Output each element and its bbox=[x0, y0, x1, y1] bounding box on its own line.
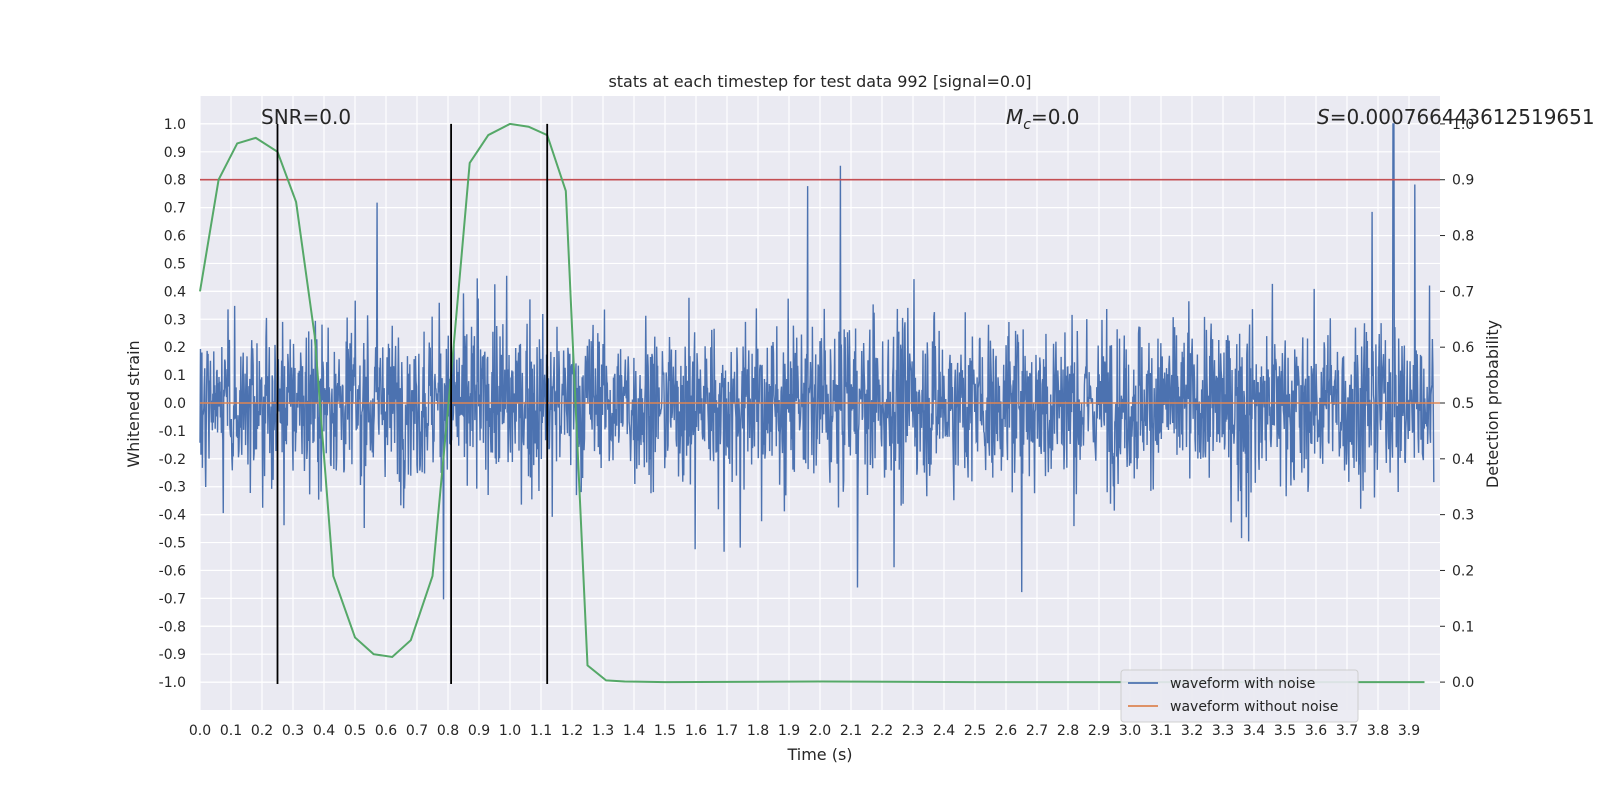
y2-tick-label: 0.8 bbox=[1452, 229, 1474, 245]
x-tick-label: 3.5 bbox=[1274, 723, 1296, 739]
x-tick-label: 2.9 bbox=[1088, 723, 1110, 739]
x-tick-label: 0.1 bbox=[220, 723, 242, 739]
x-tick-label: 3.8 bbox=[1367, 723, 1389, 739]
x-tick-label: 3.2 bbox=[1181, 723, 1203, 739]
legend-label-clean: waveform without noise bbox=[1170, 699, 1338, 715]
mc-value: =0.0 bbox=[1031, 105, 1080, 129]
y2-tick-label: 1.0 bbox=[1452, 117, 1474, 133]
x-tick-label: 3.1 bbox=[1150, 723, 1172, 739]
y-tick-label: -0.3 bbox=[159, 480, 186, 496]
x-axis-label: Time (s) bbox=[786, 745, 852, 764]
x-tick-label: 1.3 bbox=[592, 723, 614, 739]
y-tick-label: 0.2 bbox=[164, 340, 186, 356]
x-tick-label: 1.9 bbox=[778, 723, 800, 739]
x-tick-label: 1.6 bbox=[685, 723, 707, 739]
mc-subscript: c bbox=[1023, 117, 1031, 133]
x-tick-label: 2.3 bbox=[902, 723, 924, 739]
x-tick-label: 1.5 bbox=[654, 723, 676, 739]
y2-tick-label: 0.9 bbox=[1452, 173, 1474, 189]
x-tick-label: 2.1 bbox=[840, 723, 862, 739]
y-tick-label: 0.1 bbox=[164, 368, 186, 384]
legend: waveform with noise waveform without noi… bbox=[1120, 669, 1359, 723]
y-tick-label: -0.6 bbox=[159, 563, 186, 579]
y-tick-label: 0.3 bbox=[164, 312, 186, 328]
y-tick-label: 0.5 bbox=[164, 256, 186, 272]
x-tick-label: 0.9 bbox=[468, 723, 490, 739]
x-tick-label: 1.1 bbox=[530, 723, 552, 739]
y-tick-label: -0.4 bbox=[159, 508, 186, 524]
y-tick-label: 0.9 bbox=[164, 145, 186, 161]
y-tick-label: 1.0 bbox=[164, 117, 186, 133]
y-tick-label: -0.8 bbox=[159, 619, 186, 635]
y-tick-label: -1.0 bbox=[159, 675, 186, 691]
x-tick-label: 0.2 bbox=[251, 723, 273, 739]
y-axis-label: Whitened strain bbox=[124, 340, 143, 467]
legend-label-noise: waveform with noise bbox=[1170, 676, 1315, 692]
x-tick-label: 0.0 bbox=[189, 723, 211, 739]
x-tick-label: 0.3 bbox=[282, 723, 304, 739]
y2-tick-label: 0.4 bbox=[1452, 452, 1474, 468]
x-tick-label: 2.5 bbox=[964, 723, 986, 739]
y-tick-label: -0.9 bbox=[159, 647, 186, 663]
y2-tick-label: 0.5 bbox=[1452, 396, 1474, 412]
y-tick-label: 0.0 bbox=[164, 396, 186, 412]
y2-axis-label: Detection probability bbox=[1483, 320, 1502, 488]
x-tick-label: 1.4 bbox=[623, 723, 645, 739]
y-tick-label: -0.1 bbox=[159, 424, 186, 440]
x-tick-label: 3.3 bbox=[1212, 723, 1234, 739]
x-axis-ticks: 0.0 0.1 0.2 0.3 0.4 0.5 0.6 0.7 0.8 0.9 1.0 1.1 1.2 1… bbox=[189, 723, 1420, 739]
x-tick-label: 2.7 bbox=[1026, 723, 1048, 739]
x-tick-label: 1.0 bbox=[499, 723, 521, 739]
x-tick-label: 0.4 bbox=[313, 723, 335, 739]
marker-lines bbox=[276, 123, 549, 684]
y-tick-label: -0.7 bbox=[159, 591, 186, 607]
s-annotation: S=0.000766443612519651 bbox=[1317, 105, 1595, 129]
y2-tick-label: 0.2 bbox=[1452, 563, 1474, 579]
y2-tick-label: 0.1 bbox=[1452, 619, 1474, 635]
legend-box bbox=[1120, 669, 1359, 723]
y-tick-label: 0.6 bbox=[164, 229, 186, 245]
x-tick-label: 3.9 bbox=[1398, 723, 1420, 739]
y2-tick-label: 0.3 bbox=[1452, 508, 1474, 524]
s-value: =0.000766443612519651 bbox=[1330, 105, 1595, 129]
x-tick-label: 1.2 bbox=[561, 723, 583, 739]
y-tick-label: 0.4 bbox=[164, 284, 186, 300]
y-tick-label: 0.7 bbox=[164, 201, 186, 217]
x-tick-label: 0.6 bbox=[375, 723, 397, 739]
x-tick-label: 0.7 bbox=[406, 723, 428, 739]
x-tick-label: 1.7 bbox=[716, 723, 738, 739]
y2-tick-label: 0.0 bbox=[1452, 675, 1474, 691]
x-tick-label: 0.5 bbox=[344, 723, 366, 739]
mc-symbol: M bbox=[1006, 105, 1023, 129]
x-tick-label: 2.4 bbox=[933, 723, 955, 739]
chart-title: stats at each timestep for test data 992… bbox=[608, 72, 1031, 91]
s-symbol: S bbox=[1317, 105, 1330, 129]
mc-annotation: Mc=0.0 bbox=[1006, 105, 1080, 133]
series-waveform-with-noise bbox=[199, 123, 1435, 600]
y2-axis-ticks: 1.0 0.9 0.8 0.7 0.6 0.5 0.4 0.3 0.2 0.1 0.0 bbox=[1440, 117, 1474, 691]
y2-tick-label: 0.6 bbox=[1452, 340, 1474, 356]
y-tick-label: -0.5 bbox=[159, 536, 186, 552]
y-axis-ticks: 1.0 0.9 0.8 0.7 0.6 0.5 0.4 0.3 0.2 0.1 0.0 -0.1 -0.… bbox=[159, 117, 186, 691]
x-tick-label: 0.8 bbox=[437, 723, 459, 739]
x-tick-label: 2.0 bbox=[809, 723, 831, 739]
snr-annotation: SNR=0.0 bbox=[261, 105, 351, 129]
x-tick-label: 2.6 bbox=[995, 723, 1017, 739]
x-tick-label: 1.8 bbox=[747, 723, 769, 739]
y-tick-label: 0.8 bbox=[164, 173, 186, 189]
x-tick-label: 2.8 bbox=[1057, 723, 1079, 739]
x-tick-label: 3.7 bbox=[1336, 723, 1358, 739]
x-tick-label: 2.2 bbox=[871, 723, 893, 739]
x-tick-label: 3.6 bbox=[1305, 723, 1327, 739]
x-tick-label: 3.4 bbox=[1243, 723, 1265, 739]
waveform-with-noise-line bbox=[199, 123, 1435, 600]
y2-tick-label: 0.7 bbox=[1452, 284, 1474, 300]
y-tick-label: -0.2 bbox=[159, 452, 186, 468]
x-tick-label: 3.0 bbox=[1119, 723, 1141, 739]
